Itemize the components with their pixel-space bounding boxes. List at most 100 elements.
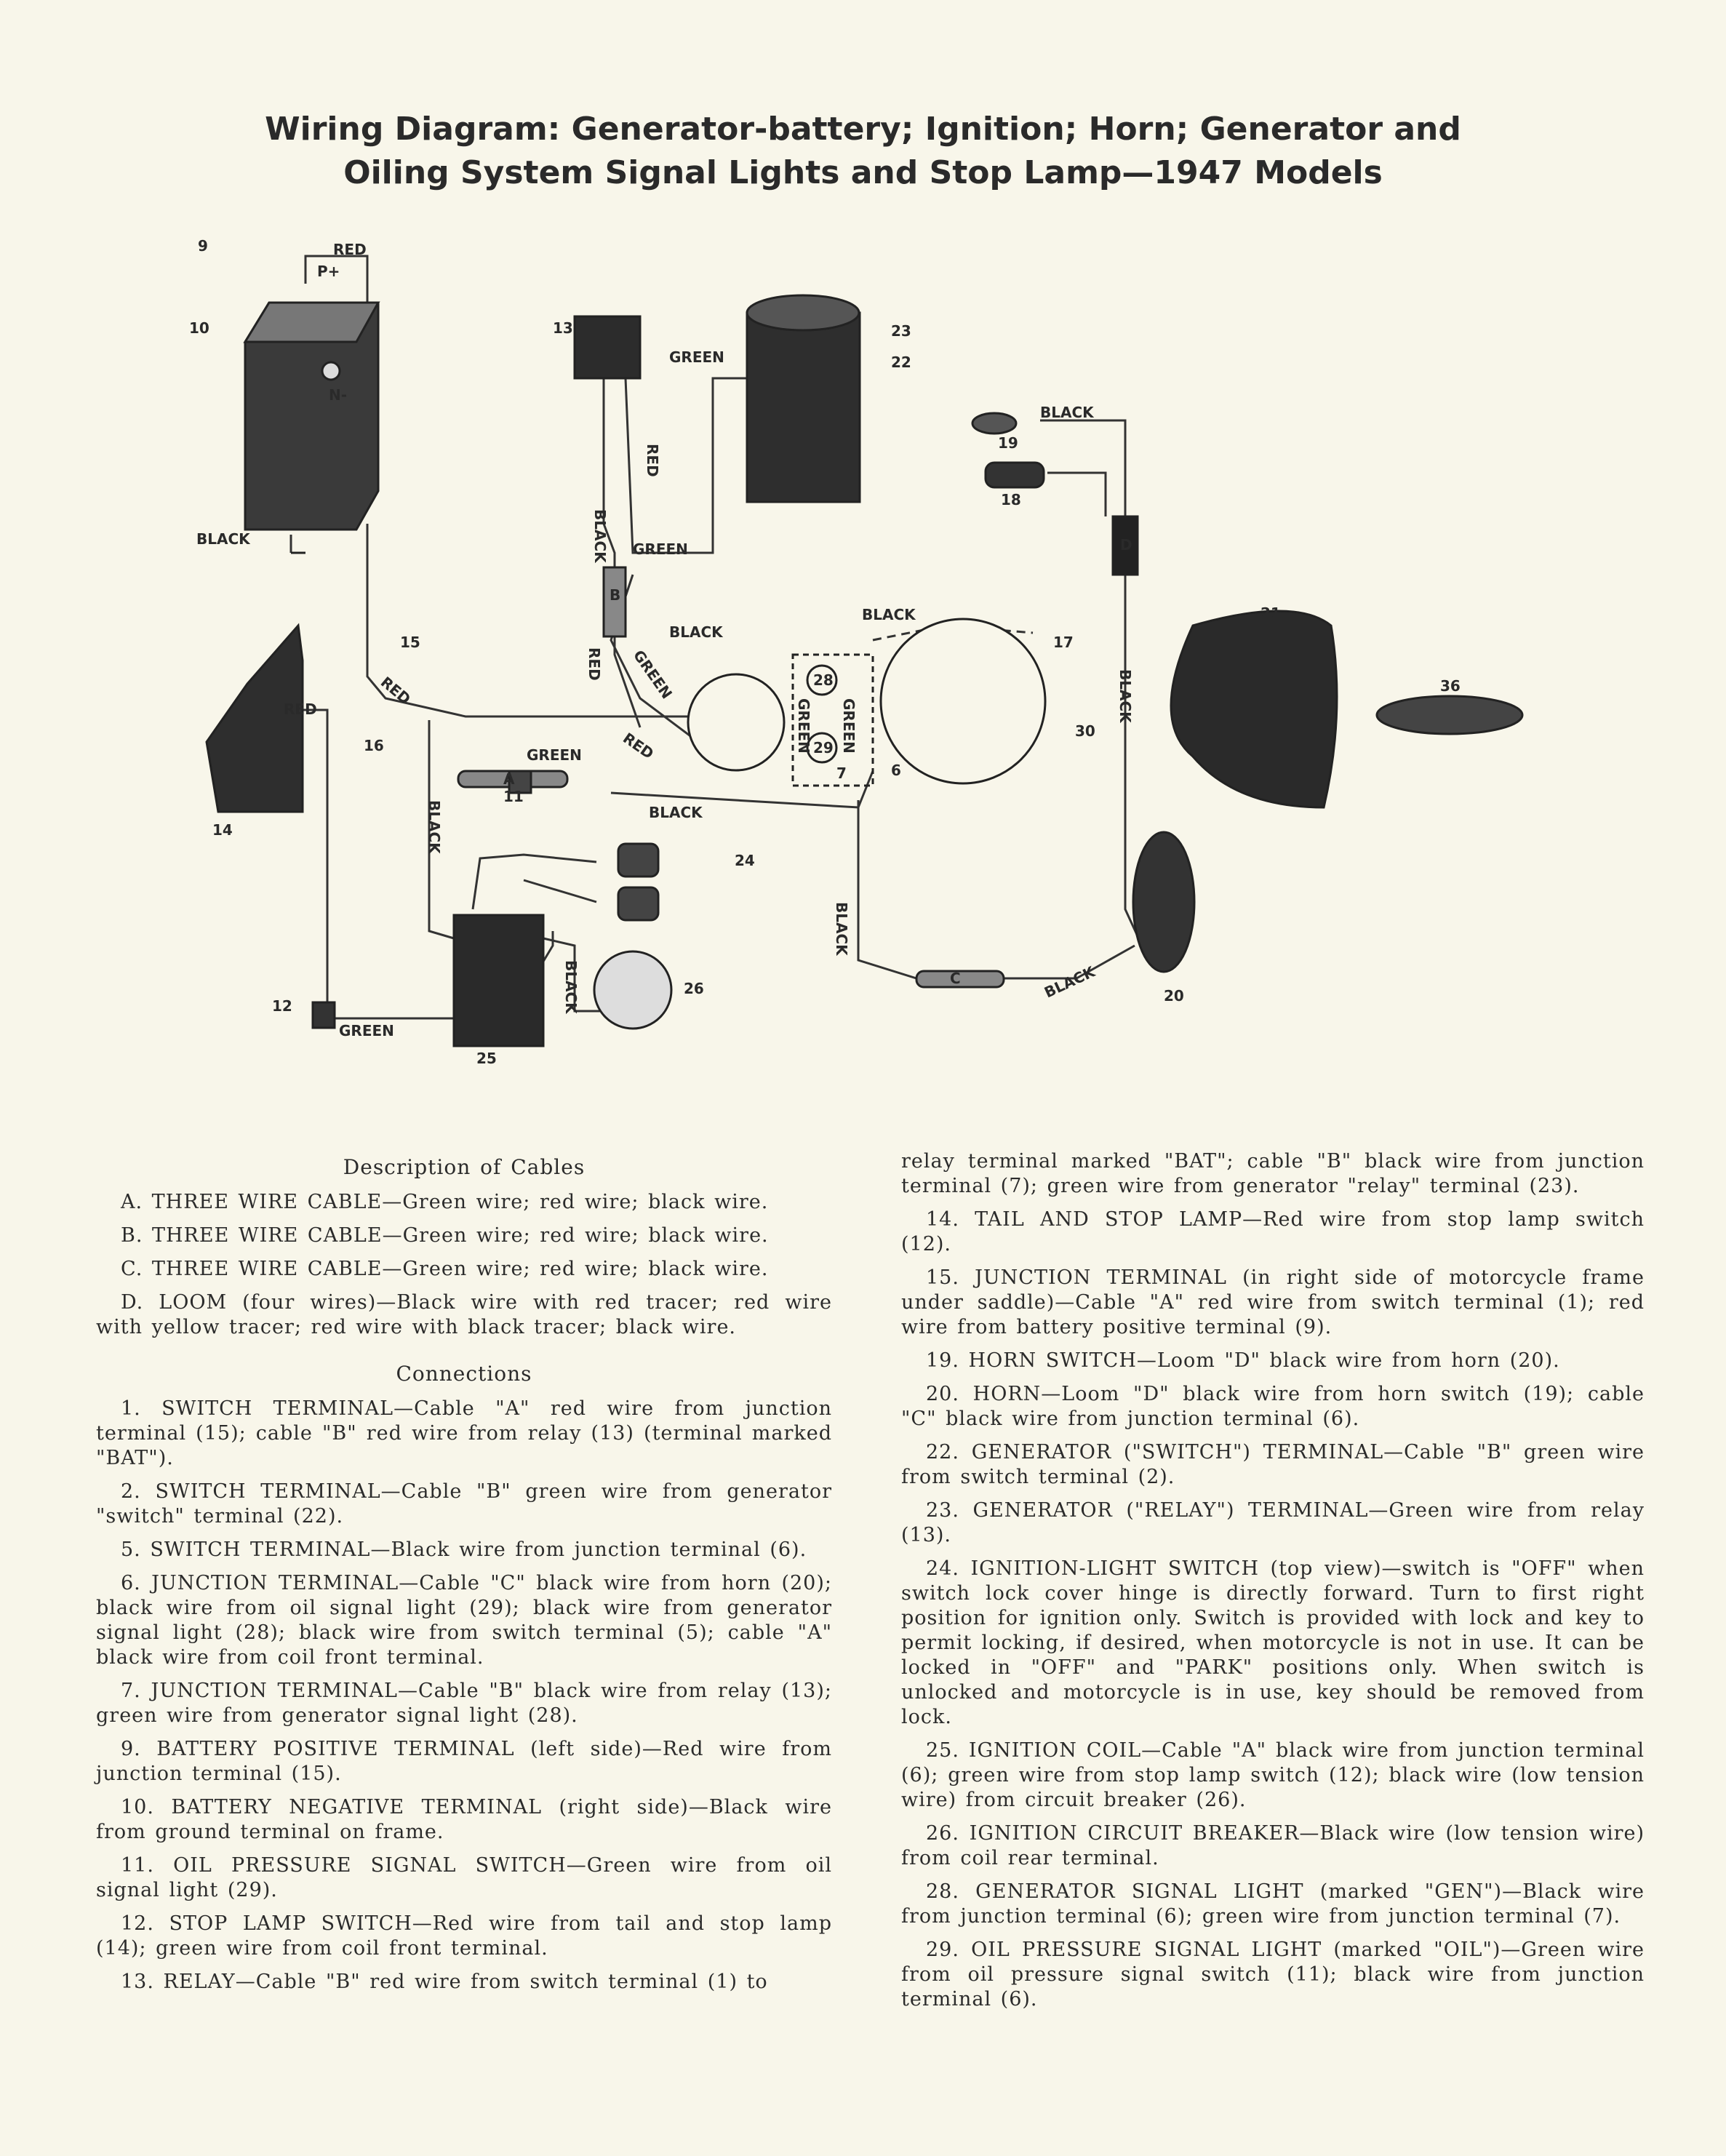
label: B	[610, 586, 620, 604]
wiring-diagram: 9 RED P+ 10 N- BLACK 13 GREEN 23 22 BLAC…	[189, 237, 1524, 1067]
title: Wiring Diagram: Generator-battery; Ignit…	[0, 108, 1726, 195]
label: RED	[644, 444, 661, 477]
connection-item: 24. IGNITION-LIGHT SWITCH (top view)—swi…	[901, 1557, 1645, 1728]
label: BLACK	[591, 509, 609, 564]
section-heading: Description of Cables	[343, 1155, 586, 1179]
label: BLACK	[833, 902, 850, 957]
cable-b	[602, 566, 627, 638]
connection-item: 26. IGNITION CIRCUIT BREAKER—Black wire …	[901, 1822, 1645, 1869]
wire	[610, 770, 874, 809]
section-heading: Connections	[396, 1362, 532, 1386]
horn	[1132, 831, 1196, 973]
label: 36	[1440, 677, 1461, 695]
label: GREEN	[339, 1022, 394, 1039]
label: RED	[284, 700, 317, 718]
ignition-coil	[452, 914, 545, 1047]
relay	[573, 315, 642, 380]
wire	[303, 708, 329, 1013]
wire	[602, 378, 642, 728]
label: 21	[1260, 604, 1281, 622]
label: 17	[1053, 634, 1074, 651]
label: BLACK	[649, 804, 703, 821]
label: 24	[735, 852, 755, 869]
label: 19	[998, 434, 1018, 452]
label: RED	[586, 647, 603, 681]
label: 12	[272, 997, 292, 1015]
headlamp	[1170, 610, 1338, 809]
loom-d	[1111, 515, 1139, 576]
connection-item: 6. JUNCTION TERMINAL—Cable "C" black wir…	[96, 1572, 832, 1669]
horn-switch	[971, 412, 1018, 435]
connection-item: 15. JUNCTION TERMINAL (in right side of …	[901, 1266, 1645, 1338]
wire	[471, 853, 597, 910]
label: 6	[891, 762, 901, 779]
connection-item: 23. GENERATOR ("RELAY") TERMINAL—Green w…	[901, 1499, 1645, 1546]
label: 23	[891, 322, 911, 340]
label: RED	[333, 241, 367, 258]
speedometer	[879, 618, 1047, 785]
label: BLACK	[1040, 404, 1095, 421]
label: 16	[364, 737, 384, 754]
connection-item: 9. BATTERY POSITIVE TERMINAL (left side)…	[96, 1738, 832, 1785]
label: 28	[813, 671, 834, 689]
title-line: Wiring Diagram: Generator-battery; Ignit…	[265, 111, 1461, 148]
label: 9	[198, 237, 208, 255]
cable-item: C. THREE WIRE CABLE—Green wire; red wire…	[121, 1258, 769, 1280]
label: BLACK	[562, 960, 580, 1015]
label: 25	[476, 1050, 497, 1067]
wire	[428, 720, 455, 940]
label: BLACK	[196, 530, 251, 548]
label: BLACK	[425, 800, 443, 855]
ignition-switch	[687, 673, 786, 772]
signal-panel	[791, 653, 874, 787]
connection-item: 1. SWITCH TERMINAL—Cable "A" red wire fr…	[96, 1397, 832, 1469]
label: 7	[836, 764, 847, 782]
connection-item: 14. TAIL AND STOP LAMP—Red wire from sto…	[901, 1208, 1645, 1255]
left-column: Description of Cables A. THREE WIRE CABL…	[96, 1155, 832, 2003]
signal-light	[806, 664, 838, 696]
label: GREEN	[633, 540, 688, 558]
label: N-	[329, 386, 347, 404]
label: 26	[684, 980, 704, 997]
oil-pressure-switch	[508, 770, 532, 794]
cable-item: A. THREE WIRE CABLE—Green wire; red wire…	[121, 1191, 769, 1213]
label: GREEN	[795, 698, 812, 754]
wire	[366, 524, 727, 718]
label: 11	[503, 788, 524, 805]
connection-item: 2. SWITCH TERMINAL—Cable "B" green wire …	[96, 1480, 832, 1528]
label: 18	[1001, 491, 1021, 508]
oil-switch	[617, 842, 660, 878]
cable-item: D. LOOM (four wires)—Black wire with red…	[96, 1291, 832, 1338]
label: A	[503, 770, 515, 788]
label: 22	[891, 354, 911, 371]
wire	[624, 377, 756, 554]
connection-item: 28. GENERATOR SIGNAL LIGHT (marked "GEN"…	[901, 1880, 1645, 1928]
marker-lamp	[1375, 695, 1524, 735]
label: 13	[553, 319, 573, 337]
wire	[304, 255, 369, 303]
wire	[523, 879, 597, 903]
signal-light	[806, 732, 838, 764]
connection-item: 13. RELAY—Cable "B" red wire from switch…	[121, 1971, 768, 1993]
switch	[984, 461, 1045, 489]
connection-item: 29. OIL PRESSURE SIGNAL LIGHT (marked "O…	[901, 1939, 1645, 2011]
connection-item: 7. JUNCTION TERMINAL—Cable "B" black wir…	[96, 1680, 832, 1727]
generator	[746, 311, 861, 503]
right-column: relay terminal marked "BAT"; cable "B" b…	[901, 1149, 1645, 2021]
label: RED	[620, 729, 657, 762]
label: C	[950, 970, 961, 987]
label: 20	[1164, 987, 1184, 1005]
wire	[857, 800, 1135, 980]
label: BLACK	[669, 623, 724, 641]
label: GREEN	[527, 746, 582, 764]
connection-item: relay terminal marked "BAT"; cable "B" b…	[901, 1150, 1645, 1197]
label: 30	[1075, 722, 1095, 740]
label: BLACK	[1042, 962, 1098, 1002]
connection-item: 25. IGNITION COIL—Cable "A" black wire f…	[901, 1739, 1645, 1811]
connection-item: 11. OIL PRESSURE SIGNAL SWITCH—Green wir…	[96, 1854, 832, 1901]
label: 29	[813, 739, 834, 756]
cable-c	[915, 970, 1005, 989]
connection-item: 22. GENERATOR ("SWITCH") TERMINAL—Cable …	[901, 1441, 1645, 1488]
label: GREEN	[669, 348, 724, 366]
